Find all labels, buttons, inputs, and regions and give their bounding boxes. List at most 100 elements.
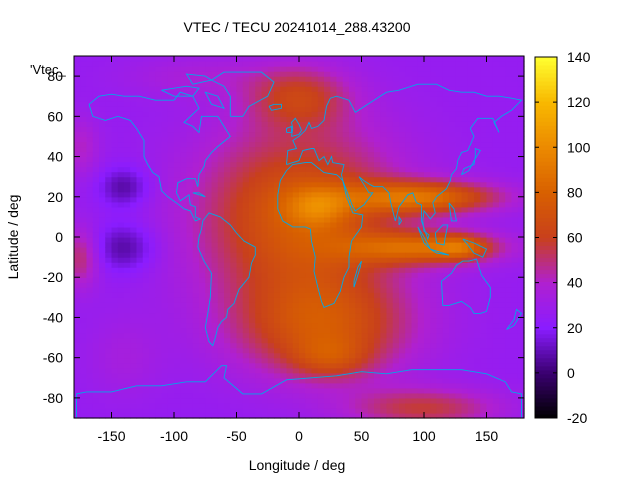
heatmap-cell xyxy=(199,71,206,77)
heatmap-cell xyxy=(199,237,206,243)
heatmap-cell xyxy=(149,387,156,394)
heatmap-cell xyxy=(311,317,319,324)
heatmap-cell xyxy=(242,327,250,334)
heatmap-cell xyxy=(124,151,131,158)
heatmap-cell xyxy=(80,382,88,389)
heatmap-cell xyxy=(274,206,281,213)
heatmap-cell xyxy=(499,126,506,133)
heatmap-cell xyxy=(286,362,294,369)
heatmap-cell xyxy=(136,141,144,148)
heatmap-cell xyxy=(224,146,231,153)
heatmap-cell xyxy=(480,226,488,233)
heatmap-cell xyxy=(355,317,363,324)
heatmap-cell xyxy=(136,252,144,258)
heatmap-cell xyxy=(80,146,88,153)
heatmap-cell xyxy=(74,96,81,102)
heatmap-cell xyxy=(299,322,306,329)
heatmap-cell xyxy=(217,56,225,62)
heatmap-cell xyxy=(474,272,481,278)
heatmap-cell xyxy=(411,252,419,258)
heatmap-cell xyxy=(499,76,506,82)
heatmap-cell xyxy=(217,226,225,233)
heatmap-cell xyxy=(242,342,250,349)
heatmap-cell xyxy=(261,166,269,173)
heatmap-cell xyxy=(149,307,156,314)
heatmap-cell xyxy=(299,216,306,223)
heatmap-cell xyxy=(286,387,294,394)
heatmap-cell xyxy=(261,262,269,268)
heatmap-cell xyxy=(355,216,363,223)
heatmap-cell xyxy=(424,126,431,133)
heatmap-cell xyxy=(374,61,381,67)
heatmap-cell xyxy=(99,312,106,319)
heatmap-cell xyxy=(430,257,438,263)
heatmap-cell xyxy=(480,307,488,314)
heatmap-cell xyxy=(199,367,206,374)
heatmap-cell xyxy=(267,302,275,308)
heatmap-cell xyxy=(74,377,81,384)
heatmap-cell xyxy=(499,357,506,364)
heatmap-cell xyxy=(92,231,100,238)
heatmap-cell xyxy=(255,402,263,409)
heatmap-cell xyxy=(117,221,125,228)
heatmap-cell xyxy=(392,206,400,213)
heatmap-cell xyxy=(99,151,106,158)
heatmap-cell xyxy=(242,362,250,369)
heatmap-cell xyxy=(155,106,163,112)
heatmap-cell xyxy=(311,362,319,369)
heatmap-cell xyxy=(255,166,263,173)
heatmap-cell xyxy=(199,312,206,319)
heatmap-cell xyxy=(274,181,281,188)
heatmap-cell xyxy=(161,91,169,97)
heatmap-cell xyxy=(417,237,425,243)
heatmap-cell xyxy=(355,382,363,389)
heatmap-cell xyxy=(467,337,475,344)
heatmap-cell xyxy=(167,402,175,409)
heatmap-cell xyxy=(324,191,331,198)
heatmap-cell xyxy=(130,322,138,329)
heatmap-cell xyxy=(342,397,350,404)
heatmap-cell xyxy=(380,402,388,409)
heatmap-cell xyxy=(205,56,213,62)
heatmap-cell xyxy=(249,211,256,218)
heatmap-cell xyxy=(367,176,375,183)
heatmap-cell xyxy=(192,176,200,183)
heatmap-cell xyxy=(105,76,113,82)
heatmap-cell xyxy=(161,302,169,308)
heatmap-cell xyxy=(474,71,481,77)
heatmap-cell xyxy=(392,126,400,133)
heatmap-cell xyxy=(117,317,125,324)
heatmap-cell xyxy=(449,216,456,223)
heatmap-cell xyxy=(436,156,444,163)
heatmap-cell xyxy=(411,397,419,404)
heatmap-cell xyxy=(80,287,88,293)
heatmap-cell xyxy=(380,262,388,268)
heatmap-cell xyxy=(336,387,344,394)
heatmap-cell xyxy=(199,342,206,349)
heatmap-cell xyxy=(130,81,138,87)
heatmap-cell xyxy=(399,176,406,183)
heatmap-cell xyxy=(480,166,488,173)
heatmap-cell xyxy=(399,201,406,208)
heatmap-cell xyxy=(249,307,256,314)
heatmap-cell xyxy=(380,151,388,158)
heatmap-cell xyxy=(217,242,225,248)
heatmap-cell xyxy=(86,76,94,82)
heatmap-cell xyxy=(142,96,150,102)
heatmap-cell xyxy=(424,327,431,334)
heatmap-cell xyxy=(167,312,175,319)
heatmap-cell xyxy=(217,106,225,112)
heatmap-cell xyxy=(180,226,188,233)
heatmap-cell xyxy=(92,206,100,213)
heatmap-cell xyxy=(480,126,488,133)
heatmap-cell xyxy=(86,277,94,283)
heatmap-cell xyxy=(124,247,131,253)
heatmap-cell xyxy=(361,252,369,258)
heatmap-cell xyxy=(492,181,500,188)
heatmap-cell xyxy=(217,86,225,92)
heatmap-cell xyxy=(124,181,131,188)
heatmap-cell xyxy=(474,86,481,92)
heatmap-cell xyxy=(74,242,81,248)
heatmap-cell xyxy=(80,362,88,369)
heatmap-cell xyxy=(424,267,431,273)
